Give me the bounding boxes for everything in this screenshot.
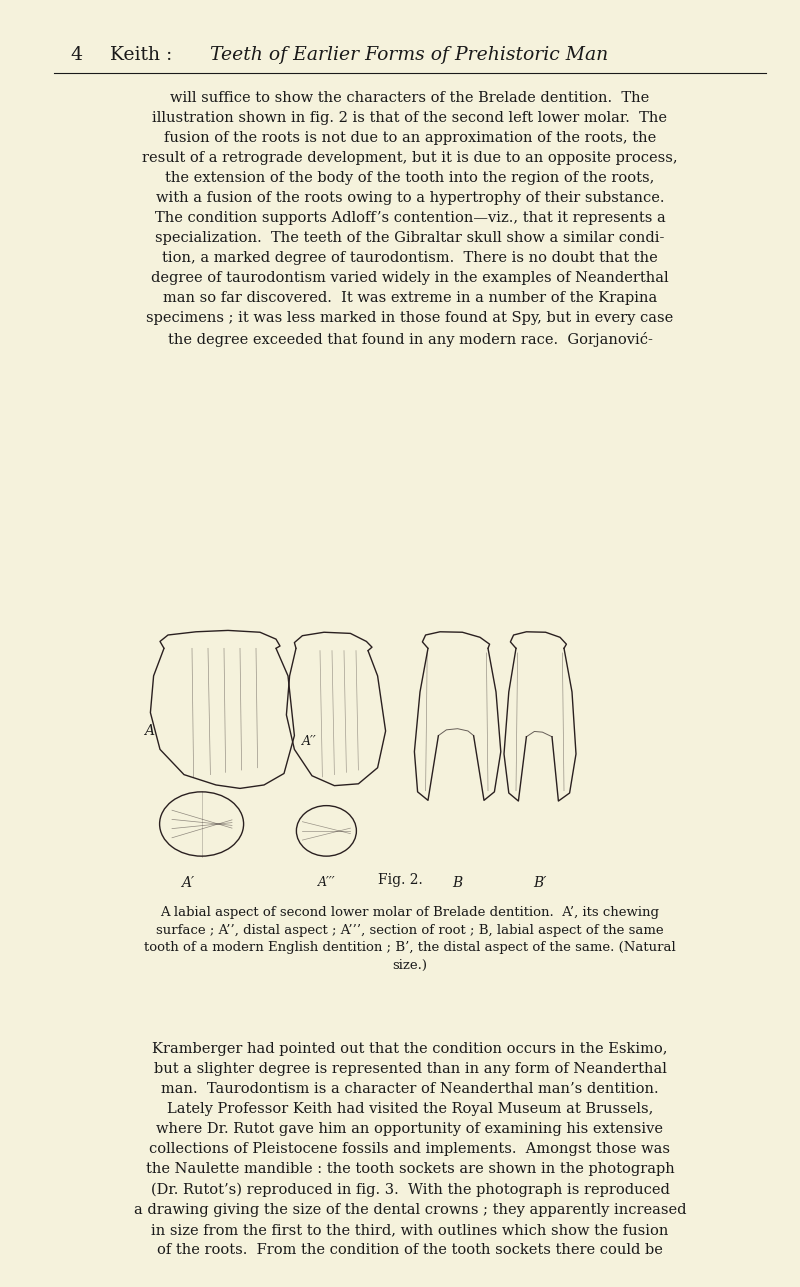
Text: A′′: A′′ xyxy=(302,735,317,748)
Text: Kramberger had pointed out that the condition occurs in the Eskimo,
but a slight: Kramberger had pointed out that the cond… xyxy=(134,1042,686,1257)
Text: A: A xyxy=(144,725,154,737)
Text: Teeth of Earlier Forms of Prehistoric Man: Teeth of Earlier Forms of Prehistoric Ma… xyxy=(210,46,608,64)
Text: A′: A′ xyxy=(182,875,194,889)
Text: Fig. 2.: Fig. 2. xyxy=(378,873,422,887)
Text: 4: 4 xyxy=(70,46,82,64)
Text: B′: B′ xyxy=(534,875,546,889)
Text: A′′′: A′′′ xyxy=(318,875,335,888)
Text: B: B xyxy=(453,875,462,889)
Text: A labial aspect of second lower molar of Brelade dentition.  A’, its chewing
sur: A labial aspect of second lower molar of… xyxy=(144,906,676,972)
Text: will suffice to show the characters of the Brelade dentition.  The
illustration : will suffice to show the characters of t… xyxy=(142,90,678,346)
Text: Keith :: Keith : xyxy=(110,46,172,64)
